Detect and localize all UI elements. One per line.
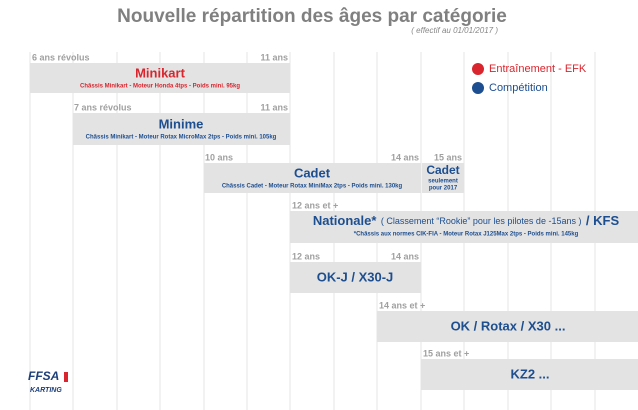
category-details: Châssis Minikart - Moteur Rotax MicroMax… bbox=[86, 135, 277, 141]
age-start: 6 ans révolus bbox=[32, 52, 90, 62]
category-bar bbox=[204, 163, 421, 193]
category-bar bbox=[73, 113, 290, 145]
category-bar bbox=[30, 63, 290, 93]
extra-title: Cadet bbox=[426, 163, 459, 177]
extra-bar bbox=[422, 163, 464, 193]
title: Nouvelle répartition des âges par catégo… bbox=[117, 6, 507, 27]
age-start: 10 ans bbox=[205, 152, 233, 162]
age-start: 7 ans révolus bbox=[74, 102, 132, 112]
logo-bottom: KARTING bbox=[30, 387, 62, 394]
legend-dot bbox=[472, 63, 484, 75]
category-bar bbox=[377, 311, 638, 342]
category-bar bbox=[290, 211, 638, 243]
category-name: Minime bbox=[159, 116, 204, 131]
subtitle: ( effectif au 01/01/2017 ) bbox=[411, 26, 498, 35]
category-bar bbox=[290, 262, 421, 293]
logo: FFSA KARTING bbox=[28, 369, 68, 394]
age-end: 14 ans bbox=[391, 251, 419, 261]
age-end: 11 ans bbox=[260, 52, 288, 62]
logo-top: FFSA bbox=[28, 369, 59, 383]
category-bar bbox=[421, 359, 638, 390]
category-name: Minikart bbox=[135, 65, 186, 80]
category-details: Châssis Cadet - Moteur Rotax MiniMax 2tp… bbox=[222, 184, 403, 190]
age-end: 14 ans bbox=[391, 152, 419, 162]
category-name: KZ2 ... bbox=[510, 366, 549, 381]
age-end: 11 ans bbox=[260, 102, 288, 112]
category-name: OK / Rotax / X30 ... bbox=[451, 318, 566, 333]
category-name: OK-J / X30-J bbox=[317, 269, 394, 284]
extra-line: pour 2017 bbox=[429, 186, 458, 192]
age-start: 12 ans et + bbox=[292, 200, 338, 210]
category-details: Châssis Minikart - Moteur Honda 4tps - P… bbox=[80, 84, 240, 90]
legend-label: Compétition bbox=[489, 82, 548, 94]
category-title-line: Nationale* ( Classement “Rookie” pour le… bbox=[313, 213, 620, 230]
logo-mark bbox=[64, 372, 68, 382]
age-start: 14 ans et + bbox=[379, 300, 425, 310]
category-details: *Châssis aux normes CIK-FIA - Moteur Rot… bbox=[354, 232, 579, 238]
age-start: 15 ans bbox=[434, 152, 462, 162]
category-name: Nationale* bbox=[313, 213, 378, 228]
category-suffix: / KFS bbox=[586, 213, 620, 228]
legend-label: Entraînement - EFK bbox=[489, 63, 587, 75]
age-start: 12 ans bbox=[292, 251, 320, 261]
age-start: 15 ans et + bbox=[423, 348, 469, 358]
legend-dot bbox=[472, 82, 484, 94]
category-note: ( Classement “Rookie” pour les pilotes d… bbox=[381, 216, 582, 226]
category-name: Cadet bbox=[294, 165, 331, 180]
extra-line: seulement bbox=[428, 179, 458, 185]
legend: Entraînement - EFK Compétition bbox=[472, 63, 587, 94]
